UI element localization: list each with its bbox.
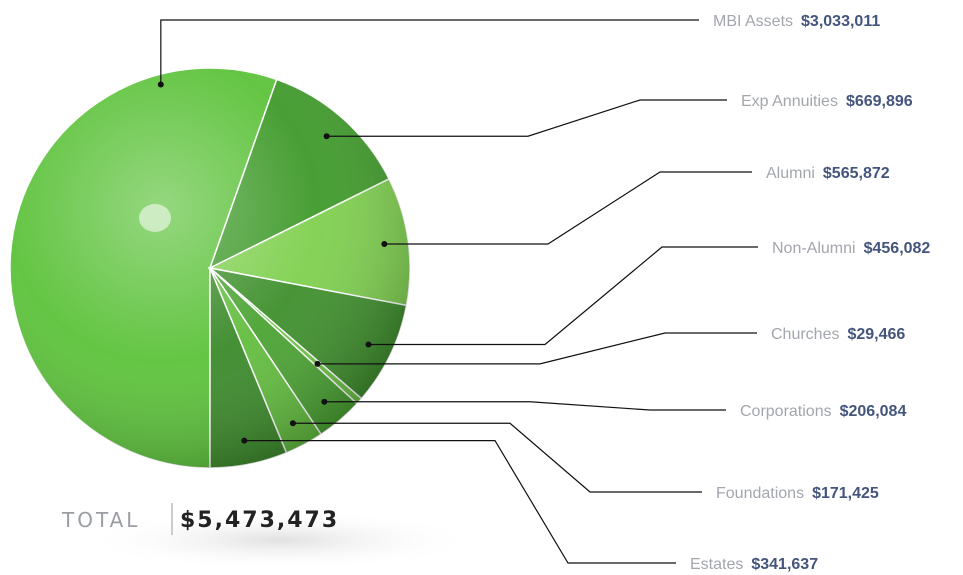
category-name: Exp Annuities <box>741 93 838 110</box>
leader-line <box>244 440 676 564</box>
category-name: MBI Assets <box>713 13 793 30</box>
slice-label: Corporations $206,084 <box>740 403 906 420</box>
value-label: $206,084 <box>840 403 907 420</box>
leader-dot <box>365 341 372 348</box>
value-label: $341,637 <box>751 556 818 573</box>
value-label: $456,082 <box>864 240 931 257</box>
total-value: $5,473,473 <box>180 508 339 533</box>
category-name: Churches <box>771 326 839 343</box>
value-label: $3,033,011 <box>801 13 880 30</box>
slice-label: Churches $29,466 <box>771 326 905 343</box>
category-name: Foundations <box>716 485 804 502</box>
value-label: $29,466 <box>847 326 905 343</box>
value-label: $565,872 <box>823 165 890 182</box>
slice-label: Exp Annuities $669,896 <box>741 93 913 110</box>
leader-dot <box>289 420 296 427</box>
leader-dot <box>323 133 330 140</box>
category-name: Non-Alumni <box>772 240 856 257</box>
value-label: $171,425 <box>812 485 879 502</box>
callouts: MBI Assets $3,033,011 Exp Annuities $669,89… <box>157 13 930 573</box>
slice-label: MBI Assets $3,033,011 <box>713 13 880 30</box>
leader-dot <box>314 360 321 367</box>
highlight <box>139 204 171 232</box>
pie <box>9 67 411 469</box>
slice-label: Foundations $171,425 <box>716 485 879 502</box>
leader-line <box>326 99 727 137</box>
total-label: TOTAL <box>61 508 140 532</box>
category-name: Corporations <box>740 403 832 420</box>
shadow <box>80 510 480 570</box>
leader-line <box>292 422 702 493</box>
slice-label: Alumni $565,872 <box>766 165 890 182</box>
leader-dot <box>381 240 388 247</box>
slice-label: Non-Alumni $456,082 <box>772 240 930 257</box>
leader-dot <box>157 81 164 88</box>
value-label: $669,896 <box>846 93 913 110</box>
category-name: Alumni <box>766 165 815 182</box>
leader-line <box>384 171 752 245</box>
leader-line <box>324 401 726 411</box>
leader-dot <box>321 398 328 405</box>
slice-label: Estates $341,637 <box>690 556 818 573</box>
leader-dot <box>241 437 248 444</box>
leader-line <box>317 332 757 365</box>
leader-line <box>368 246 758 346</box>
leader-line <box>160 19 699 85</box>
category-name: Estates <box>690 556 743 573</box>
